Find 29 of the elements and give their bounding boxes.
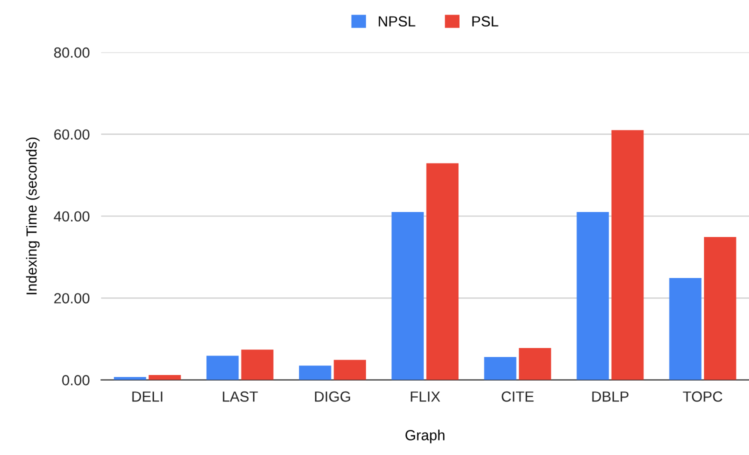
y-tick-label: 20.00	[54, 293, 90, 304]
y-tick-label: 40.00	[54, 211, 90, 222]
bar	[148, 375, 181, 380]
bar	[518, 348, 552, 380]
bar	[299, 366, 332, 380]
bar	[206, 356, 239, 380]
x-tick-label: TOPC	[682, 391, 722, 402]
bar	[241, 350, 274, 380]
y-tick-label: 0.00	[62, 375, 90, 386]
x-tick-label: DBLP	[592, 392, 628, 402]
legend-label: PSL	[472, 16, 498, 26]
bar	[392, 212, 424, 380]
bar	[611, 130, 644, 380]
bar	[334, 360, 366, 380]
bar	[669, 278, 702, 380]
y-axis-title: Indexing Time (seconds)	[26, 138, 40, 294]
bar	[484, 356, 516, 380]
x-tick-label: LAST	[222, 391, 258, 402]
y-tick-label: 80.00	[54, 47, 90, 58]
bar	[704, 237, 736, 380]
x-axis-title: Graph	[406, 430, 444, 444]
x-tick-label: DELI	[132, 392, 162, 402]
x-tick-label: CITE	[502, 391, 534, 402]
bar	[426, 163, 459, 380]
legend-label: NPSL	[378, 16, 416, 26]
bar	[576, 212, 609, 380]
y-tick-label: 60.00	[54, 129, 90, 140]
x-tick-label: DIGG	[315, 391, 350, 402]
x-tick-label: FLIX	[410, 392, 440, 402]
